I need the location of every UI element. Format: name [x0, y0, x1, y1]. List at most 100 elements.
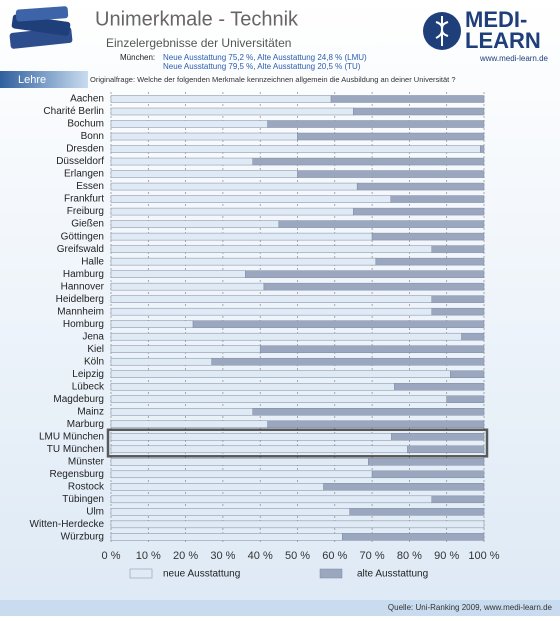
bar-segment — [252, 157, 485, 166]
x-tick-label: 10 % — [136, 550, 161, 562]
section-label: Lehre — [18, 74, 46, 86]
bar-segment — [431, 495, 485, 504]
bar-segment — [110, 483, 324, 491]
bar-segment — [259, 345, 485, 353]
logo-text: LEARN — [465, 28, 541, 53]
bar-segment — [110, 282, 265, 291]
bar-segment — [356, 182, 485, 191]
y-tick-label: Marburg — [67, 419, 104, 430]
y-tick-label: Tübingen — [62, 494, 104, 505]
y-tick-label: Regensburg — [50, 469, 104, 480]
bar-segment — [371, 470, 485, 479]
x-tick-label: 90 % — [434, 550, 459, 562]
bar-segment — [110, 420, 268, 429]
bar-segment — [431, 307, 485, 316]
x-tick-label: 100 % — [468, 550, 499, 562]
bar-segment — [330, 95, 485, 103]
y-tick-label: Würzburg — [61, 531, 104, 542]
bar-segment — [368, 458, 485, 466]
y-tick-label: Münster — [68, 456, 105, 467]
bar-segment — [110, 95, 332, 103]
annotation: München: — [120, 53, 155, 62]
bar-segment — [110, 145, 481, 153]
y-tick-label: Göttingen — [61, 231, 104, 242]
annotation: Neue Ausstattung 79,5 %, Alte Ausstattun… — [163, 62, 361, 71]
bar-segment — [110, 195, 391, 203]
bar-segment — [267, 120, 485, 128]
y-tick-label: Köln — [84, 356, 104, 367]
y-tick-label: Greifswald — [57, 244, 104, 255]
x-tick-label: 0 % — [102, 550, 121, 562]
x-tick-label: 60 % — [322, 550, 347, 562]
y-tick-label: Gießen — [71, 219, 104, 230]
bar-segment — [110, 120, 268, 128]
y-tick-label: Ulm — [86, 506, 104, 517]
bar-segment — [110, 270, 246, 278]
bar-segment — [278, 220, 485, 228]
x-tick-label: 30 % — [210, 550, 235, 562]
footer-band — [0, 600, 560, 616]
bar-segment — [480, 145, 485, 153]
y-tick-label: Halle — [81, 256, 104, 267]
y-tick-label: Freiburg — [67, 206, 104, 217]
y-tick-label: Homburg — [63, 319, 104, 330]
bar-segment — [110, 495, 433, 504]
bar-segment — [297, 132, 485, 141]
bar-segment — [110, 295, 433, 303]
bar-segment — [390, 195, 485, 203]
bar-segment — [110, 533, 343, 541]
legend-label: neue Ausstattung — [163, 569, 240, 580]
y-tick-label: Hannover — [61, 281, 105, 292]
bar-segment — [110, 470, 373, 479]
y-tick-label: Hamburg — [63, 269, 104, 280]
bar-segment — [110, 408, 253, 416]
bar-segment — [461, 332, 485, 341]
y-tick-label: Magdeburg — [53, 394, 104, 405]
x-tick-label: 70 % — [360, 550, 385, 562]
x-tick-label: 20 % — [173, 550, 198, 562]
legend-label: alte Ausstattung — [357, 569, 428, 580]
y-tick-label: Mainz — [77, 406, 104, 417]
bar-segment — [446, 395, 485, 403]
bar-segment — [394, 382, 485, 391]
y-tick-label: Bochum — [67, 119, 104, 130]
bar-segment — [110, 307, 433, 316]
bar-segment — [110, 182, 358, 191]
bar-segment — [110, 245, 433, 253]
y-tick-label: Witten-Herdecke — [30, 519, 105, 530]
x-tick-label: 50 % — [285, 550, 310, 562]
bar-segment — [110, 395, 447, 403]
bar-segment — [342, 533, 485, 541]
bar-segment — [297, 170, 485, 178]
bar-segment — [110, 508, 350, 516]
logo-text: MEDI- — [465, 7, 527, 32]
bar-segment — [323, 483, 485, 491]
subtitle: Einzelergebnisse der Universitäten — [106, 36, 291, 50]
bar-segment — [110, 433, 392, 441]
bar-segment — [263, 282, 485, 291]
book-icon — [9, 6, 73, 49]
y-tick-label: TU München — [47, 444, 104, 455]
bar-segment — [110, 357, 212, 366]
y-tick-label: Kiel — [87, 344, 104, 355]
y-tick-label: LMU München — [39, 431, 104, 442]
bar-segment — [450, 370, 485, 378]
y-tick-label: Bonn — [81, 131, 104, 142]
logo-url: www.medi-learn.de — [479, 54, 549, 63]
y-tick-label: Charité Berlin — [43, 106, 104, 117]
y-tick-label: Rostock — [68, 481, 105, 492]
bar-segment — [349, 508, 485, 516]
y-tick-label: Frankfurt — [64, 194, 104, 205]
bar-segment — [391, 433, 485, 441]
source: Quelle: Uni-Ranking 2009, www.medi-learn… — [388, 603, 553, 612]
x-tick-label: 80 % — [397, 550, 422, 562]
highlight-box — [106, 428, 489, 458]
bar-segment — [110, 257, 377, 266]
y-tick-label: Essen — [76, 181, 104, 192]
x-tick-label: 40 % — [248, 550, 273, 562]
bar-segment — [267, 420, 485, 429]
y-tick-label: Dresden — [66, 144, 104, 155]
bar-segment — [110, 232, 373, 241]
bar-segment — [110, 345, 261, 353]
question: Originalfrage: Welche der folgenden Merk… — [90, 75, 456, 84]
